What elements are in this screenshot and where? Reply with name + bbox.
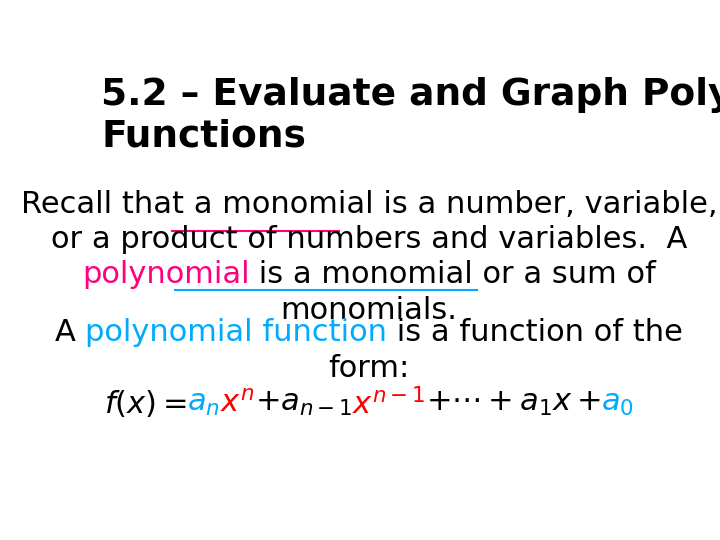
Text: Recall that a monomial is a number, variable,: Recall that a monomial is a number, vari… — [21, 190, 717, 219]
Text: $x^{n}$: $x^{n}$ — [220, 389, 254, 418]
Text: $ + \cdots + a_{1}x + $: $ + \cdots + a_{1}x + $ — [426, 389, 600, 418]
Text: $f(x) = $: $f(x) = $ — [104, 388, 187, 419]
Text: $a_{0}$: $a_{0}$ — [600, 389, 634, 418]
Text: $ + a_{n-1}$: $ + a_{n-1}$ — [254, 389, 352, 418]
Text: is a function of the: is a function of the — [387, 319, 683, 347]
Text: polynomial: polynomial — [82, 260, 249, 289]
Text: polynomial function: polynomial function — [86, 319, 387, 347]
Text: $a_{n}$: $a_{n}$ — [187, 389, 220, 418]
Text: A: A — [55, 319, 86, 347]
Text: is a monomial or a sum of: is a monomial or a sum of — [249, 260, 656, 289]
Text: form:: form: — [328, 354, 410, 383]
Text: 5.2 – Evaluate and Graph Polynomial
Functions: 5.2 – Evaluate and Graph Polynomial Func… — [101, 77, 720, 155]
Text: monomials.: monomials. — [281, 295, 457, 325]
Text: or a product of numbers and variables.  A: or a product of numbers and variables. A — [51, 225, 687, 254]
Text: $x^{n-1}$: $x^{n-1}$ — [352, 387, 426, 420]
